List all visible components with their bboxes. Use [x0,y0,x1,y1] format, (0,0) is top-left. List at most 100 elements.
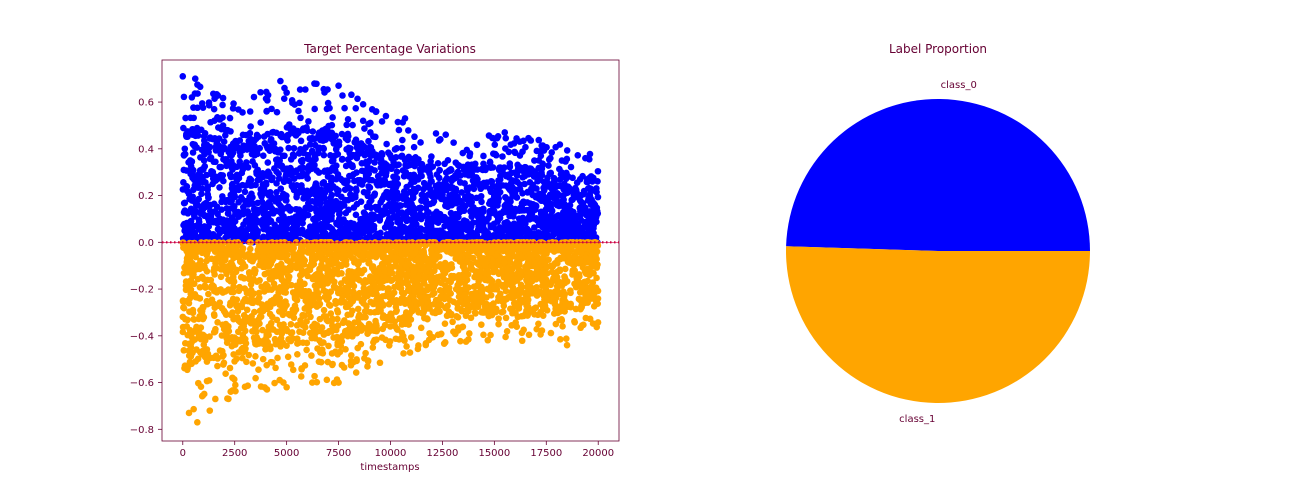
scatter-point [320,85,328,93]
scatter-point [582,220,589,227]
scatter-point [181,145,189,153]
scatter-point [268,232,275,239]
scatter-point [441,222,448,230]
scatter-point [520,137,527,145]
scatter-point [576,204,584,212]
scatter-point [324,99,332,107]
scatter-point [184,128,191,135]
scatter-point [299,269,307,277]
scatter-point [466,184,474,191]
scatter-point [448,177,456,185]
scatter-point [537,208,545,216]
scatter-point [264,200,271,208]
scatter-point [349,307,356,315]
scatter-point [434,159,442,167]
scatter-point [247,182,254,189]
scatter-point [378,196,386,204]
scatter-point [442,169,450,176]
scatter-point [242,182,249,189]
scatter-point [501,202,509,210]
scatter-point [180,199,188,207]
scatter-point [370,211,377,219]
scatter-point [257,119,265,126]
scatter-point [207,118,214,126]
scatter-point [473,207,481,214]
scatter-point [285,144,292,152]
scatter-point [290,223,298,230]
scatter-point [579,172,586,180]
scatter-point [201,137,208,144]
scatter-point [425,231,433,238]
scatter-point [374,182,382,189]
scatter-point [360,177,367,184]
scatter-point [254,166,262,174]
scatter-point [212,217,220,225]
scatter-point [433,274,441,281]
scatter-point [522,143,529,151]
scatter-point [385,286,392,293]
scatter-point [502,207,510,215]
scatter-point [307,205,314,213]
scatter-point [229,105,237,112]
scatter-point [219,101,226,109]
scatter-point [404,127,412,134]
scatter-point [252,181,259,189]
scatter-point [443,186,450,194]
scatter-series-positive [179,73,602,246]
scatter-point [533,192,540,199]
scatter-point [259,326,266,334]
scatter-point [591,201,599,209]
scatter-point [231,218,239,225]
scatter-point [235,186,242,194]
scatter-point [186,157,194,164]
scatter-point [501,129,509,136]
scatter-point [312,155,319,163]
scatter-point [255,289,263,297]
scatter-point [388,165,395,173]
scatter-point [290,144,298,152]
scatter-point [482,229,490,237]
scatter-point [191,213,198,220]
scatter-point [344,115,352,123]
scatter-point [514,178,521,186]
scatter-point [428,219,435,227]
scatter-point [322,127,330,135]
scatter-point [588,218,595,226]
scatter-point [288,96,296,104]
scatter-point [466,152,473,160]
scatter-point [399,167,407,174]
scatter-point [491,285,498,293]
scatter-point [339,92,346,99]
scatter-point [364,188,371,196]
scatter-point [353,169,360,176]
scatter-point [237,152,244,159]
scatter-point [253,226,260,233]
scatter-point [327,310,335,317]
scatter-point [205,148,212,156]
scatter-point [179,73,187,80]
scatter-point [587,185,594,193]
scatter-point [205,102,213,109]
scatter-point [538,197,545,205]
scatter-point [285,121,293,128]
scatter-point [367,129,374,136]
scatter-point [394,118,402,126]
scatter-point [180,93,188,101]
scatter-point [352,138,360,145]
scatter-point [373,206,381,213]
scatter-point [570,192,578,199]
scatter-point [454,244,462,252]
scatter-point [438,193,446,200]
scatter-point [501,171,508,178]
scatter-point [407,161,414,169]
scatter-point [302,211,310,219]
scatter-point [523,225,531,233]
scatter-point [325,122,332,130]
scatter-point [417,139,424,146]
scatter-point [286,217,294,224]
scatter-point [254,199,262,207]
scatter-point [369,147,376,155]
scatter-point [186,195,193,203]
scatter-point [287,126,294,133]
